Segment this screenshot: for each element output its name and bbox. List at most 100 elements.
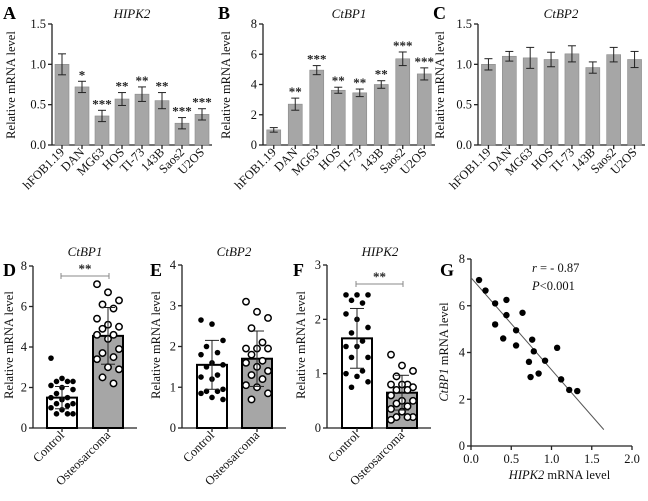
y-tick-label: 2 (251, 108, 257, 122)
data-point (519, 309, 526, 316)
data-point (247, 350, 256, 359)
y-axis-label: Relative mRNA level (2, 291, 16, 399)
data-point (403, 402, 412, 411)
data-point (365, 324, 371, 331)
data-point (109, 330, 118, 339)
data-point (348, 297, 355, 304)
data-point (115, 345, 123, 353)
panel-label: E (150, 260, 162, 280)
panel-title: CtBP1 (332, 6, 367, 21)
y-tick-label: 1.0 (456, 57, 472, 71)
data-point (242, 344, 250, 353)
panel-title: CtBP2 (217, 244, 252, 259)
data-point (387, 350, 395, 359)
y-tick-label: 0.5 (456, 98, 472, 112)
data-point (93, 280, 101, 289)
x-tick-label: 1.0 (544, 452, 560, 466)
data-point (53, 411, 60, 417)
significance-label: ** (375, 67, 388, 82)
panel-title: CtBP2 (544, 6, 579, 21)
significance-label: ** (332, 73, 345, 88)
data-point (387, 415, 395, 424)
data-point (220, 396, 226, 403)
panel-label: G (440, 260, 454, 280)
data-point (503, 311, 510, 319)
y-tick-label: 2 (170, 340, 176, 354)
bar (585, 67, 601, 146)
y-tick-label: 0.5 (30, 98, 46, 112)
data-point (387, 380, 395, 389)
y-axis-label: Relative mRNA level (433, 31, 447, 139)
significance-label: * (79, 67, 86, 82)
data-point (242, 358, 250, 367)
y-axis-label-rest: mRNA level (437, 302, 451, 368)
data-point (203, 343, 210, 350)
data-point (512, 327, 520, 334)
data-point (70, 411, 76, 417)
panel-label: F (293, 260, 304, 280)
data-point (98, 373, 107, 382)
y-tick-label: 8 (459, 252, 465, 266)
y-tick-label: 8 (21, 259, 27, 273)
y-tick-label: 1.5 (456, 17, 472, 31)
y-tick-label: 0 (170, 421, 176, 435)
y-tick-label: 0 (315, 421, 321, 435)
data-point (553, 344, 561, 352)
r-value: = - 0.87 (537, 261, 579, 275)
y-tick-label: 6 (251, 47, 257, 61)
significance-label: ** (136, 73, 149, 88)
data-point (258, 375, 267, 384)
y-tick-label: 0 (21, 421, 27, 435)
data-point (109, 304, 118, 313)
data-point (220, 362, 226, 368)
significance-label: ** (289, 84, 302, 99)
y-tick-label: 1.0 (30, 57, 46, 71)
category-label: hFOB1.19 (232, 145, 279, 192)
data-point (354, 373, 360, 380)
y-tick-label: 3 (170, 299, 176, 313)
data-point (392, 399, 401, 408)
data-point (482, 287, 489, 294)
bar (54, 64, 70, 146)
data-point (64, 402, 71, 409)
data-point (348, 330, 355, 336)
data-point (343, 343, 349, 350)
data-point (348, 384, 355, 391)
data-point (53, 400, 60, 407)
panel-a: A HIPK2 Relative mRNA level 0.0 0.5 1.0 1.5 hFO… (3, 3, 212, 192)
category-label: hFOB1.19 (447, 145, 494, 192)
y-tick-label: 6 (459, 299, 465, 313)
data-point (359, 368, 366, 374)
bar (564, 53, 580, 146)
data-point (98, 349, 107, 358)
y-tick-label: 0.0 (456, 138, 472, 152)
data-point (70, 400, 76, 407)
significance-label: *** (192, 95, 212, 110)
y-tick-label: 4 (459, 346, 466, 360)
data-point (242, 297, 250, 306)
data-point (64, 378, 71, 385)
data-point (247, 324, 256, 333)
panel-title: HIPK2 (361, 244, 399, 259)
data-point (530, 348, 537, 355)
data-point (264, 344, 272, 353)
data-point (203, 388, 210, 395)
data-point (214, 388, 221, 395)
data-point (387, 405, 395, 413)
y-tick-label: 4 (21, 340, 28, 354)
significance-label: ** (116, 79, 129, 94)
panel-label: D (3, 260, 16, 280)
data-point (198, 390, 204, 397)
annotation-p: P<0.001 (531, 279, 575, 293)
significance-label: *** (92, 96, 112, 111)
annotation-r: r = - 0.87 (532, 261, 579, 275)
data-point (59, 375, 65, 382)
y-tick-label: 2 (21, 381, 27, 395)
data-point (409, 367, 417, 375)
data-point (53, 378, 60, 385)
data-point (348, 354, 355, 361)
